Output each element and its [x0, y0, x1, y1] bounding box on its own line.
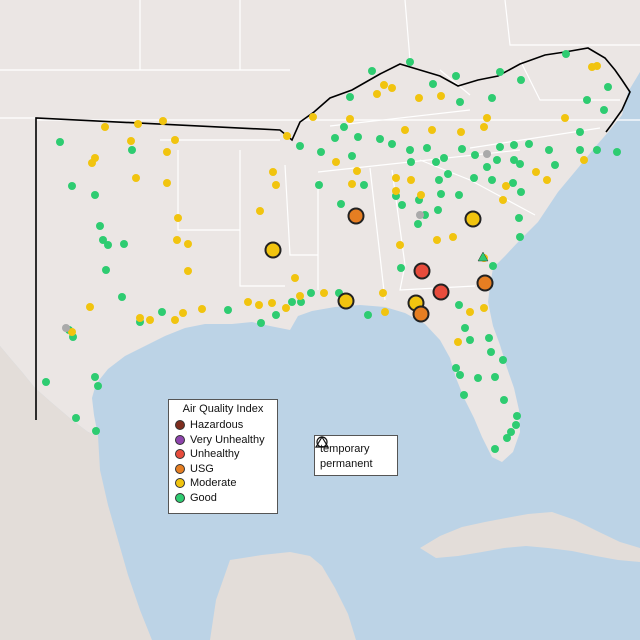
legend-label: Hazardous [190, 419, 244, 432]
legend-label: Good [190, 491, 217, 504]
aqi-legend: Air Quality Index Hazardous Very Unhealt… [168, 399, 278, 514]
cuba-landmass [420, 512, 640, 562]
unhealthy-swatch-icon [175, 449, 185, 460]
us-landmass [0, 0, 640, 462]
yucatan-landmass [210, 552, 356, 640]
very-unhealthy-swatch-icon [175, 434, 185, 445]
good-swatch-icon [175, 492, 185, 503]
legend-label: temporary [320, 442, 370, 455]
legend-item-usg: USG [175, 462, 271, 477]
legend-label: permanent [320, 457, 373, 470]
moderate-markers [68, 62, 601, 346]
region-boundary [35, 47, 631, 420]
legend-item-temporary: temporary [316, 436, 397, 456]
no-data-markers [62, 150, 491, 332]
state-borders [0, 0, 640, 301]
legend-item-permanent: permanent [315, 436, 397, 471]
legend-item-very-unhealthy: Very Unhealthy [175, 433, 271, 448]
mexico-landmass [0, 346, 152, 640]
hazardous-swatch-icon [175, 420, 185, 431]
legend-label: Moderate [190, 477, 237, 490]
moderate-swatch-icon [175, 478, 185, 489]
triangle-icon [315, 436, 329, 448]
large-markers [264, 207, 494, 323]
legend-label: USG [190, 462, 214, 475]
usg-swatch-icon [175, 463, 185, 474]
legend-title: Air Quality Index [182, 403, 264, 415]
legend-label: Very Unhealthy [190, 433, 265, 446]
permanent-markers [477, 251, 489, 262]
legend-item-hazardous: Hazardous [175, 418, 271, 433]
monitor-type-legend: temporary permanent [314, 435, 398, 476]
legend-item-unhealthy: Unhealthy [175, 447, 271, 462]
legend-item-good: Good [175, 491, 271, 506]
legend-item-moderate: Moderate [175, 476, 271, 491]
legend-label: Unhealthy [190, 448, 240, 461]
